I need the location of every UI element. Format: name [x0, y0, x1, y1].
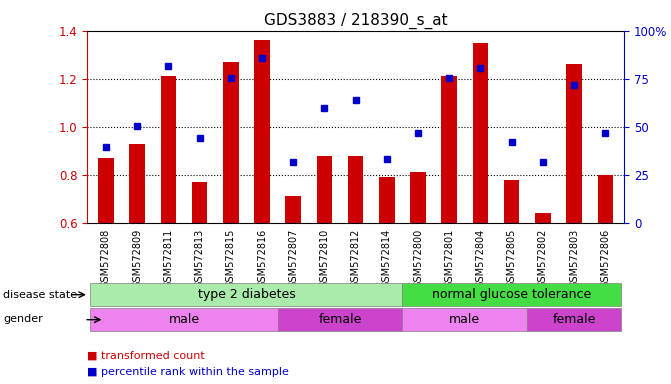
- Text: gender: gender: [3, 314, 43, 324]
- Text: normal glucose tolerance: normal glucose tolerance: [432, 288, 591, 301]
- Bar: [403, 308, 527, 331]
- Bar: [254, 40, 270, 223]
- Bar: [278, 308, 403, 331]
- Bar: [223, 62, 239, 223]
- Title: GDS3883 / 218390_s_at: GDS3883 / 218390_s_at: [264, 13, 448, 29]
- Text: female: female: [552, 313, 596, 326]
- Text: male: male: [168, 313, 199, 326]
- Bar: [379, 177, 395, 223]
- Bar: [535, 213, 551, 223]
- Bar: [597, 175, 613, 223]
- Text: ■ percentile rank within the sample: ■ percentile rank within the sample: [87, 367, 289, 377]
- Bar: [442, 76, 457, 223]
- Bar: [160, 76, 176, 223]
- Bar: [504, 180, 519, 223]
- Text: male: male: [450, 313, 480, 326]
- Bar: [348, 156, 364, 223]
- Bar: [403, 283, 621, 306]
- Bar: [192, 182, 207, 223]
- Text: disease state: disease state: [3, 290, 77, 300]
- Text: ■ transformed count: ■ transformed count: [87, 350, 205, 360]
- Bar: [98, 158, 114, 223]
- Bar: [91, 308, 278, 331]
- Text: type 2 diabetes: type 2 diabetes: [197, 288, 295, 301]
- Bar: [285, 196, 301, 223]
- Text: female: female: [318, 313, 362, 326]
- Bar: [410, 172, 426, 223]
- Bar: [527, 308, 621, 331]
- Bar: [317, 156, 332, 223]
- Bar: [130, 144, 145, 223]
- Bar: [91, 283, 403, 306]
- Bar: [472, 43, 488, 223]
- Bar: [566, 65, 582, 223]
